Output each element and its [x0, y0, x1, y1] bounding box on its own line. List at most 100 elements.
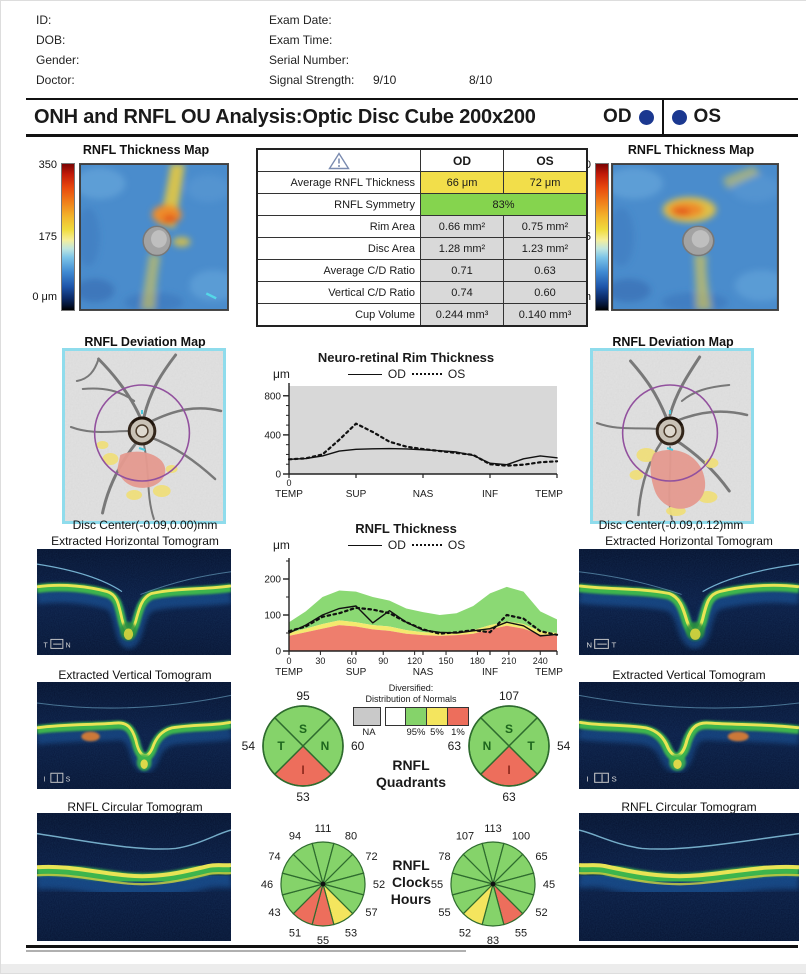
od-thickness-color-scale	[61, 163, 75, 311]
avg-cd-ratio-os: 0.63	[503, 259, 588, 282]
svg-text:T: T	[611, 641, 616, 650]
svg-text:180: 180	[470, 656, 485, 666]
svg-text:100: 100	[264, 611, 281, 622]
svg-text:107: 107	[456, 830, 474, 842]
svg-text:83: 83	[487, 935, 499, 947]
legend-os: OS	[447, 538, 466, 552]
legend-od: OD	[387, 367, 406, 381]
abnormal-swatch	[448, 707, 469, 726]
svg-text:65: 65	[535, 851, 547, 863]
svg-text:54: 54	[242, 739, 256, 753]
svg-text:51: 51	[289, 927, 301, 939]
eye-indicator-group: OD OS	[596, 100, 728, 134]
normal-swatch	[406, 707, 428, 726]
svg-text:I: I	[301, 763, 304, 777]
svg-text:120: 120	[407, 656, 422, 666]
normals-distribution-legend: Diversified: Distribution of Normals NA …	[353, 683, 469, 738]
spacer	[385, 727, 406, 738]
svg-text:200: 200	[264, 575, 281, 586]
exam-time-label: Exam Time:	[269, 33, 333, 47]
svg-text:S: S	[299, 722, 307, 736]
svg-text:TEMP: TEMP	[535, 489, 563, 500]
os-line-sample	[411, 373, 442, 375]
svg-text:55: 55	[431, 879, 443, 891]
na-swatch	[353, 707, 381, 726]
white-swatch	[384, 707, 407, 726]
disc-area-od: 1.28 mm²	[420, 237, 504, 260]
svg-text:SUP: SUP	[346, 667, 367, 678]
svg-text:80: 80	[345, 830, 357, 842]
svg-text:55: 55	[438, 907, 450, 919]
legend-line2: Distribution of Normals	[365, 694, 457, 704]
serial-number-label: Serial Number:	[269, 53, 350, 67]
os-disc-center: Disc Center(-0.09,0.12)mm	[598, 518, 744, 532]
rim-y-unit: μm	[273, 367, 290, 381]
legend-swatches	[353, 707, 469, 726]
report-title-bar: ONH and RNFL OU Analysis:Optic Disc Cube…	[26, 98, 798, 137]
legend-labels: NA 95% 5% 1%	[353, 727, 469, 738]
od-rnfl-clock-hours-pie: 111 80 72 52 57 53 55 51 43 46 74 94	[261, 823, 385, 947]
signal-strength-label: Signal Strength:	[269, 73, 355, 87]
row-label: Disc Area	[256, 237, 421, 260]
os-circular-tomogram	[579, 813, 799, 941]
os-horizontal-tomogram-title: Extracted Horizontal Tomogram	[605, 534, 773, 548]
os-vertical-tomogram: I S	[579, 682, 799, 789]
svg-text:INF: INF	[482, 489, 498, 500]
vert-cd-ratio-od: 0.74	[420, 281, 504, 304]
svg-text:T: T	[277, 739, 285, 753]
od-rnfl-deviation-map	[62, 348, 226, 524]
svg-text:52: 52	[535, 907, 547, 919]
svg-text:NAS: NAS	[413, 667, 434, 678]
p5-label: 5%	[430, 727, 444, 738]
svg-text:54: 54	[557, 739, 571, 753]
signal-strength-od: 9/10	[373, 73, 397, 87]
os-deviation-map-title: RNFL Deviation Map	[612, 335, 734, 349]
svg-text:240: 240	[533, 656, 548, 666]
na-label: NA	[362, 727, 376, 738]
os-rnfl-clock-hours-pie: 113 100 65 45 52 55 83 52 55 55 78 107	[431, 823, 555, 947]
p1-label: 1%	[451, 727, 465, 738]
rim-chart-legend: μm OD OS	[259, 367, 559, 381]
page-bottom-edge	[1, 964, 806, 973]
os-rnfl-deviation-map	[590, 348, 754, 524]
os-vertical-tomogram-title: Extracted Vertical Tomogram	[612, 668, 766, 682]
od-indicator-dot	[638, 109, 654, 125]
table-row: Average RNFL Thickness 66 μm 72 μm	[256, 171, 588, 194]
svg-text:63: 63	[502, 790, 516, 804]
avg-cd-ratio-od: 0.71	[420, 259, 504, 282]
od-circular-tomogram	[37, 813, 231, 941]
avg-rnfl-os: 72 μm	[503, 171, 588, 194]
od-circular-tomogram-title: RNFL Circular Tomogram	[67, 800, 203, 814]
doctor-label: Doctor:	[36, 73, 75, 87]
label-line: Quadrants	[375, 774, 446, 790]
svg-text:90: 90	[378, 656, 388, 666]
report-title: ONH and RNFL OU Analysis:Optic Disc Cube…	[34, 105, 536, 128]
svg-text:N: N	[321, 739, 330, 753]
legend-od: OD	[387, 538, 406, 552]
svg-text:52: 52	[373, 879, 385, 891]
od-scale-350: 350	[38, 159, 57, 171]
svg-text:I: I	[43, 776, 45, 783]
os-thickness-map-title: RNFL Thickness Map	[627, 143, 755, 157]
row-label: Average RNFL Thickness	[256, 171, 421, 194]
row-label: RNFL Symmetry	[256, 193, 421, 216]
od-horizontal-tomogram: T N	[37, 549, 231, 655]
od-line-sample	[347, 373, 382, 375]
rim-area-od: 0.66 mm²	[420, 215, 504, 238]
rnfl-symmetry-value: 83%	[420, 193, 588, 216]
exam-date-label: Exam Date:	[269, 13, 332, 27]
svg-text:0: 0	[275, 647, 281, 658]
rim-area-os: 0.75 mm²	[503, 215, 588, 238]
svg-text:111: 111	[315, 823, 332, 835]
row-label: Cup Volume	[256, 303, 421, 327]
eye-divider	[661, 100, 664, 134]
rnfl-clock-hours-label: RNFL Clock Hours	[353, 857, 469, 908]
svg-text:78: 78	[438, 851, 450, 863]
table-row: Cup Volume 0.244 mm³ 0.140 mm³	[256, 303, 588, 327]
svg-text:74: 74	[268, 851, 280, 863]
svg-text:45: 45	[543, 879, 555, 891]
svg-text:0: 0	[275, 470, 281, 481]
footer-rule	[26, 945, 798, 948]
